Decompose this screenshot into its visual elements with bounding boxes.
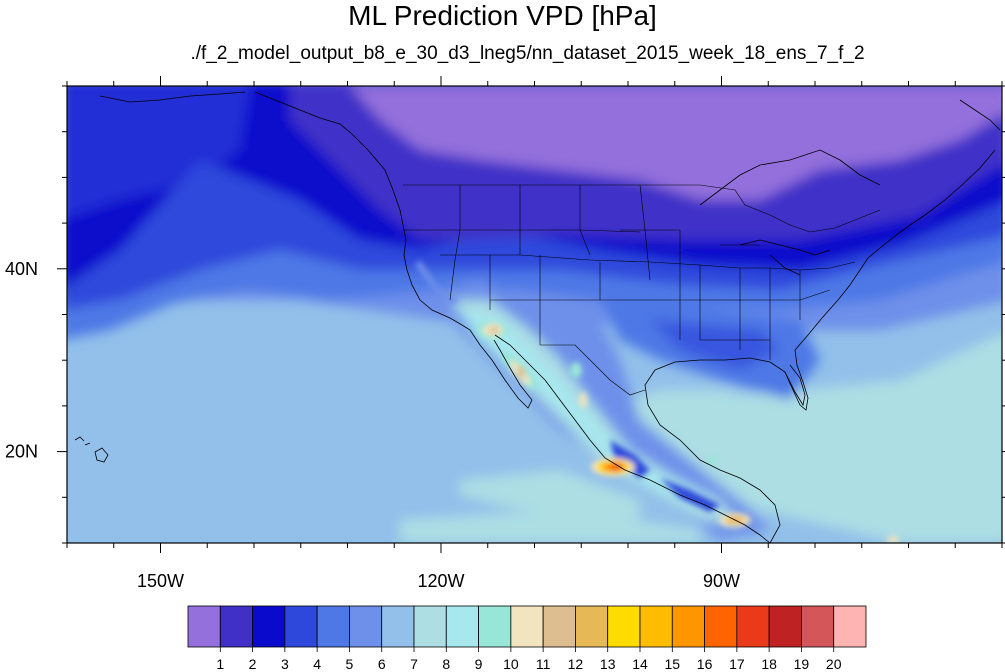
baja-california [469, 329, 533, 409]
colorbar-label: 15 [664, 656, 680, 672]
colorbar-label: 18 [761, 656, 777, 672]
gulf-coast [644, 357, 806, 543]
hawaii [94, 447, 109, 463]
y-axis-label: 40N [5, 259, 38, 279]
colorbar-swatch [510, 605, 544, 648]
vpd-field [67, 86, 1002, 543]
x-axis-label: 150W [137, 571, 184, 591]
us-west-coast [402, 224, 471, 331]
colorbar-label: 4 [313, 656, 321, 672]
colorbar-swatch [736, 605, 770, 648]
colorbar-swatch [833, 605, 867, 648]
colorbar-swatch [478, 605, 512, 648]
canada-outline [699, 149, 881, 206]
mexico-pacific-coast [494, 334, 771, 543]
colorbar: 1 2 3 4 5 6 7 8 9 10 11 12 13 14 15 16 17 18 19 20 [187, 605, 867, 672]
x-axis-label: 120W [417, 571, 464, 591]
band-1 [350, 86, 1002, 200]
great-lakes [739, 239, 831, 256]
colorbar-swatch [316, 605, 350, 648]
colorbar-swatch [768, 605, 802, 648]
colorbar-swatch [575, 605, 609, 648]
y-axis-labels: 40N 20N [5, 259, 38, 462]
state-boundaries [403, 184, 881, 396]
colorbar-label: 16 [697, 656, 713, 672]
colorbar-swatch [187, 605, 221, 648]
colorbar-label: 3 [281, 656, 289, 672]
colorbar-swatch [704, 605, 738, 648]
colorbar-swatch [413, 605, 447, 648]
colorbar-label: 2 [249, 656, 257, 672]
x-axis-label: 90W [703, 571, 740, 591]
colorbar-label: 13 [600, 656, 616, 672]
colorbar-label: 20 [826, 656, 842, 672]
colorbar-label: 5 [346, 656, 354, 672]
colorbar-label: 17 [729, 656, 745, 672]
colorbar-swatch [639, 605, 673, 648]
colorbar-swatch [252, 605, 286, 648]
colorbar-label: 7 [410, 656, 418, 672]
us-east-coast [794, 149, 996, 351]
map-subtitle: ./f_2_model_output_b8_e_30_d3_lneg5/nn_d… [190, 43, 865, 64]
colorbar-swatch [542, 605, 576, 648]
colorbar-label: 12 [568, 656, 584, 672]
colorbar-swatch [349, 605, 383, 648]
colorbar-swatch [671, 605, 705, 648]
colorbar-label: 11 [536, 656, 551, 672]
colorbar-swatch [284, 605, 318, 648]
colorbar-swatch [381, 605, 415, 648]
colorbar-label: 8 [442, 656, 450, 672]
x-axis-labels: 150W 120W 90W [137, 571, 740, 591]
us-canada-border [403, 184, 881, 233]
colorbar-swatch [445, 605, 479, 648]
colorbar-swatch [607, 605, 641, 648]
alaska-coast [254, 91, 404, 226]
florida [784, 349, 809, 411]
colorbar-label: 10 [503, 656, 519, 672]
colorbar-swatch [801, 605, 835, 648]
colorbar-label: 9 [475, 656, 483, 672]
y-axis-label: 20N [5, 442, 38, 462]
colorbar-label: 19 [794, 656, 810, 672]
map-title: ML Prediction VPD [hPa] [348, 0, 657, 31]
coastline-outlines [74, 91, 1001, 543]
colorbar-label: 14 [632, 656, 648, 672]
colorbar-label: 1 [216, 656, 224, 672]
colorbar-label: 6 [378, 656, 386, 672]
colorbar-swatch [219, 605, 253, 648]
